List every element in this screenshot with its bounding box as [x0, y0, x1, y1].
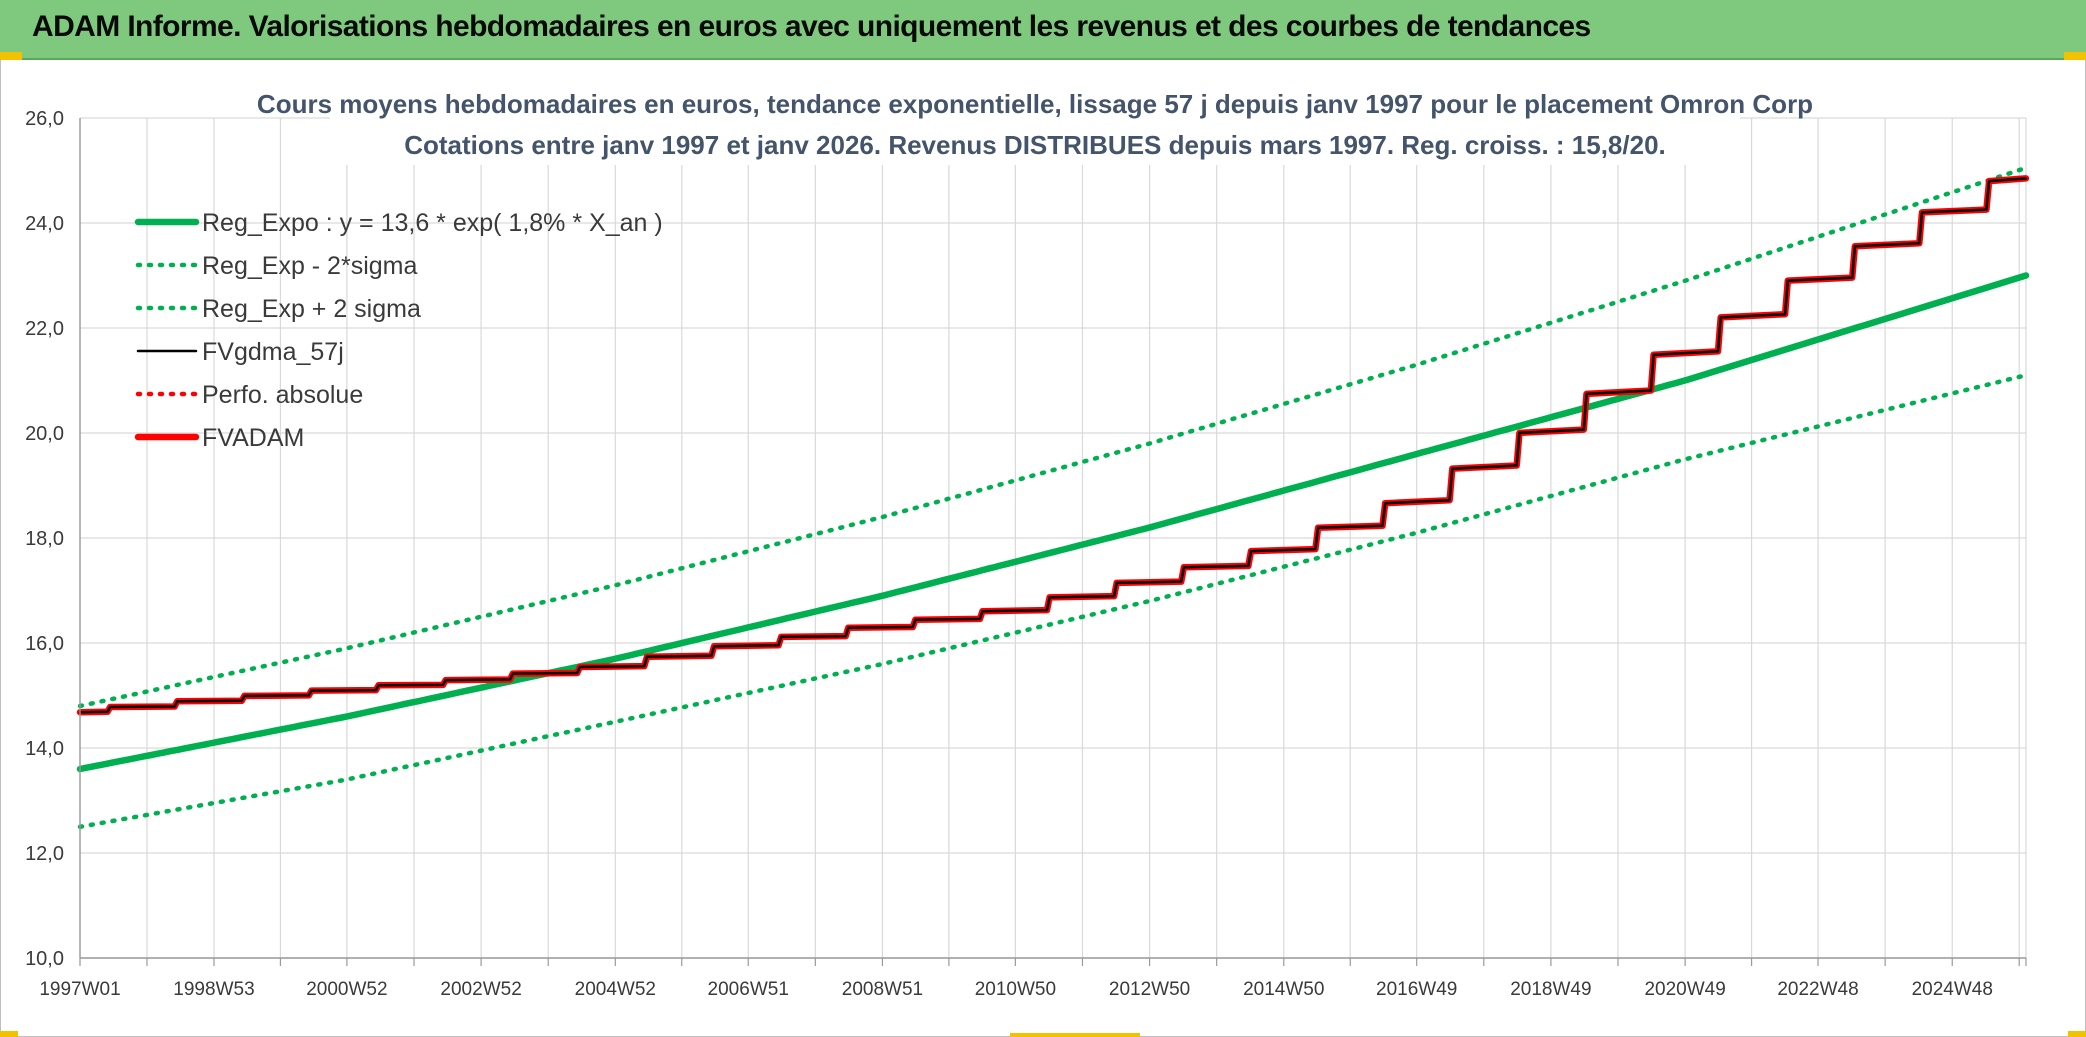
legend-label: Reg_Exp - 2*sigma [202, 252, 417, 280]
x-tick-label: 1998W53 [173, 979, 254, 1000]
legend-label: Perfo. absolue [202, 381, 363, 409]
legend-label: FVADAM [202, 424, 304, 452]
corner-marker-bottom-left [0, 1031, 18, 1037]
series-line-fvgdma_57j [78, 177, 2028, 714]
x-tick-label: 2010W50 [975, 979, 1056, 1000]
x-tick-label: 2012W50 [1109, 979, 1190, 1000]
x-tick-label: 2020W49 [1644, 979, 1725, 1000]
series-lines [76, 165, 2030, 830]
corner-marker-bottom-right [2068, 1031, 2086, 1037]
axes: 10,0 12,0 14,0 16,0 18,0 20,0 22,0 24,0 26,0 1997… [25, 108, 2027, 1000]
x-tick-label: 2000W52 [306, 979, 387, 1000]
series-line-reg_expo [76, 272, 2030, 773]
x-tick-label: 2008W51 [842, 979, 923, 1000]
report-banner: ADAM Informe. Valorisations hebdomadaire… [0, 0, 2086, 60]
x-tick-label: 2016W49 [1376, 979, 1457, 1000]
y-tick-label: 16,0 [25, 633, 64, 655]
legend-label: Reg_Exp + 2 sigma [202, 295, 421, 323]
chart-titles: Cours moyens hebdomadaires en euros, ten… [257, 83, 1813, 165]
x-tick-label: 2006W51 [708, 979, 789, 1000]
y-tick-label: 10,0 [25, 948, 64, 970]
corner-marker-top-left [0, 52, 22, 60]
series-line-reg_exp [77, 165, 2029, 709]
y-tick-label: 18,0 [25, 528, 64, 550]
y-tick-label: 22,0 [25, 318, 64, 340]
corner-marker-bottom-middle [1010, 1033, 1140, 1037]
legend-label: FVgdma_57j [202, 338, 344, 366]
x-tick-label: 2024W48 [1912, 979, 1993, 1000]
report-title: ADAM Informe. Valorisations hebdomadaire… [32, 10, 1591, 43]
y-tick-label: 24,0 [25, 213, 64, 235]
x-tick-label: 2002W52 [440, 979, 521, 1000]
series-line-reg_exp [77, 372, 2029, 830]
chart-subtitle: Cotations entre janv 1997 et janv 2026. … [404, 130, 1666, 160]
y-tick-label: 14,0 [25, 738, 64, 760]
x-tick-label: 2014W50 [1243, 979, 1324, 1000]
legend: Reg_Expo : y = 13,6 * exp( 1,8% * X_an )… [134, 209, 663, 452]
y-tick-label: 26,0 [25, 108, 64, 130]
x-tick-label: 2022W48 [1777, 979, 1858, 1000]
title-backdrop [330, 83, 1740, 165]
y-tick-label: 20,0 [25, 423, 64, 445]
x-tick-label: 1997W01 [39, 979, 120, 1000]
gridlines [79, 117, 2027, 959]
x-tick-label: 2018W49 [1510, 979, 1591, 1000]
x-tick-label: 2004W52 [575, 979, 656, 1000]
y-tick-label: 12,0 [25, 843, 64, 865]
corner-marker-top-right [2064, 52, 2086, 60]
legend-label: Reg_Expo : y = 13,6 * exp( 1,8% * X_an ) [202, 209, 663, 237]
chart-title: Cours moyens hebdomadaires en euros, ten… [257, 89, 1813, 119]
